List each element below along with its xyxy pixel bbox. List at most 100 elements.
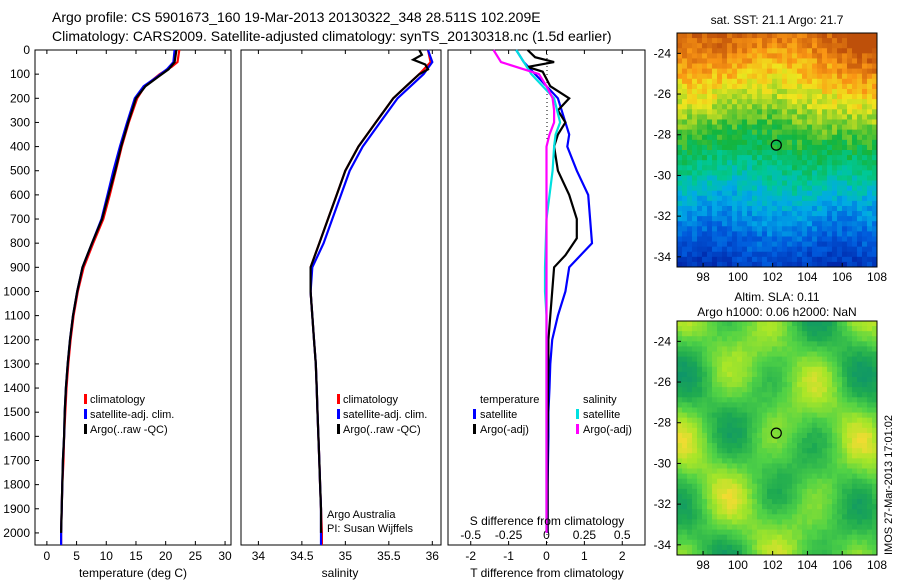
heatmap-cell	[822, 144, 828, 151]
heatmap-cell	[842, 326, 848, 332]
heatmap-cell	[802, 351, 808, 358]
heatmap-cell	[842, 371, 848, 378]
heatmap-cell	[852, 180, 858, 187]
heatmap-cell	[752, 119, 758, 126]
heatmap-cell	[872, 170, 878, 176]
heatmap-cell	[797, 256, 803, 263]
heatmap-cell	[837, 544, 843, 551]
heatmap-cell	[782, 509, 788, 515]
heatmap-cell	[732, 109, 738, 115]
heatmap-cell	[797, 509, 803, 515]
heatmap-cell	[767, 200, 773, 207]
heatmap-cell	[697, 109, 703, 115]
heatmap-cell	[772, 211, 778, 217]
legend-label-t-argo: Argo(-adj)	[480, 424, 529, 436]
heatmap-cell	[817, 195, 823, 202]
heatmap-cell	[822, 514, 828, 520]
heatmap-cell	[752, 241, 758, 248]
heatmap-cell	[862, 175, 868, 182]
heatmap-cell	[702, 124, 708, 131]
heatmap-cell	[777, 468, 783, 475]
heatmap-cell	[762, 114, 768, 120]
heatmap-cell	[697, 104, 703, 110]
heatmap-cell	[847, 73, 853, 80]
heatmap-cell	[872, 73, 878, 80]
heatmap-cell	[712, 48, 718, 54]
heatmap-cell	[857, 432, 863, 439]
heatmap-cell	[802, 185, 808, 192]
heatmap-cell	[807, 463, 813, 470]
heatmap-cell	[752, 205, 758, 212]
heatmap-cell	[787, 139, 793, 146]
heatmap-cell	[857, 155, 863, 161]
heatmap-cell	[857, 211, 863, 217]
heatmap-cell	[707, 468, 713, 475]
heatmap-cell	[712, 144, 718, 151]
heatmap-cell	[822, 195, 828, 202]
heatmap-cell	[687, 216, 693, 222]
heatmap-cell	[862, 412, 868, 419]
heatmap-cell	[747, 407, 753, 414]
heatmap-cell	[837, 38, 843, 44]
heatmap-cell	[737, 88, 743, 95]
heatmap-cell	[702, 326, 708, 332]
heatmap-cell	[872, 529, 878, 536]
heatmap-cell	[762, 519, 768, 525]
heatmap-cell	[692, 43, 698, 49]
heatmap-cell	[727, 78, 733, 85]
heatmap-cell	[757, 417, 763, 424]
heatmap-cell	[847, 200, 853, 207]
heatmap-cell	[807, 397, 813, 403]
heatmap-cell	[722, 195, 728, 202]
heatmap-cell	[862, 549, 868, 556]
heatmap-cell	[767, 78, 773, 85]
heatmap-cell	[737, 544, 743, 551]
heatmap-cell	[742, 438, 748, 444]
heatmap-cell	[752, 78, 758, 85]
heatmap-cell	[782, 407, 788, 414]
heatmap-cell	[702, 331, 708, 337]
heatmap-cell	[857, 63, 863, 70]
heatmap-cell	[802, 256, 808, 263]
heatmap-cell	[832, 124, 838, 131]
heatmap-cell	[827, 458, 833, 464]
heatmap-cell	[712, 256, 718, 263]
heatmap-cell	[782, 549, 788, 556]
heatmap-cell	[862, 63, 868, 70]
heatmap-cell	[677, 509, 683, 515]
heatmap-cell	[817, 256, 823, 263]
heatmap-cell	[822, 336, 828, 342]
heatmap-cell	[747, 493, 753, 500]
heatmap-cell	[827, 73, 833, 80]
heatmap-cell	[772, 336, 778, 342]
heatmap-cell	[737, 205, 743, 212]
heatmap-cell	[717, 88, 723, 95]
heatmap-cell	[847, 427, 853, 434]
heatmap-cell	[737, 534, 743, 541]
heatmap-cell	[732, 150, 738, 156]
heatmap-cell	[822, 427, 828, 434]
heatmap-cell	[852, 382, 858, 388]
heatmap-cell	[677, 221, 683, 227]
heatmap-cell	[837, 241, 843, 248]
heatmap-cell	[797, 165, 803, 171]
heatmap-cell	[677, 488, 683, 495]
heatmap-cell	[827, 321, 833, 327]
heatmap-cell	[817, 38, 823, 44]
heatmap-cell	[782, 109, 788, 115]
heatmap-cell	[717, 376, 723, 383]
heatmap-cell	[847, 216, 853, 222]
heatmap-cell	[867, 78, 873, 85]
heatmap-cell	[737, 144, 743, 151]
heatmap-cell	[737, 438, 743, 444]
heatmap-cell	[787, 251, 793, 258]
heatmap-cell	[687, 211, 693, 217]
heatmap-cell	[842, 99, 848, 105]
heatmap-cell	[777, 336, 783, 342]
heatmap-cell	[757, 453, 763, 459]
legend-label-t-satellite: satellite	[480, 409, 517, 421]
heatmap-cell	[757, 236, 763, 243]
heatmap-cell	[872, 231, 878, 237]
heatmap-cell	[747, 216, 753, 222]
heatmap-cell	[687, 351, 693, 358]
